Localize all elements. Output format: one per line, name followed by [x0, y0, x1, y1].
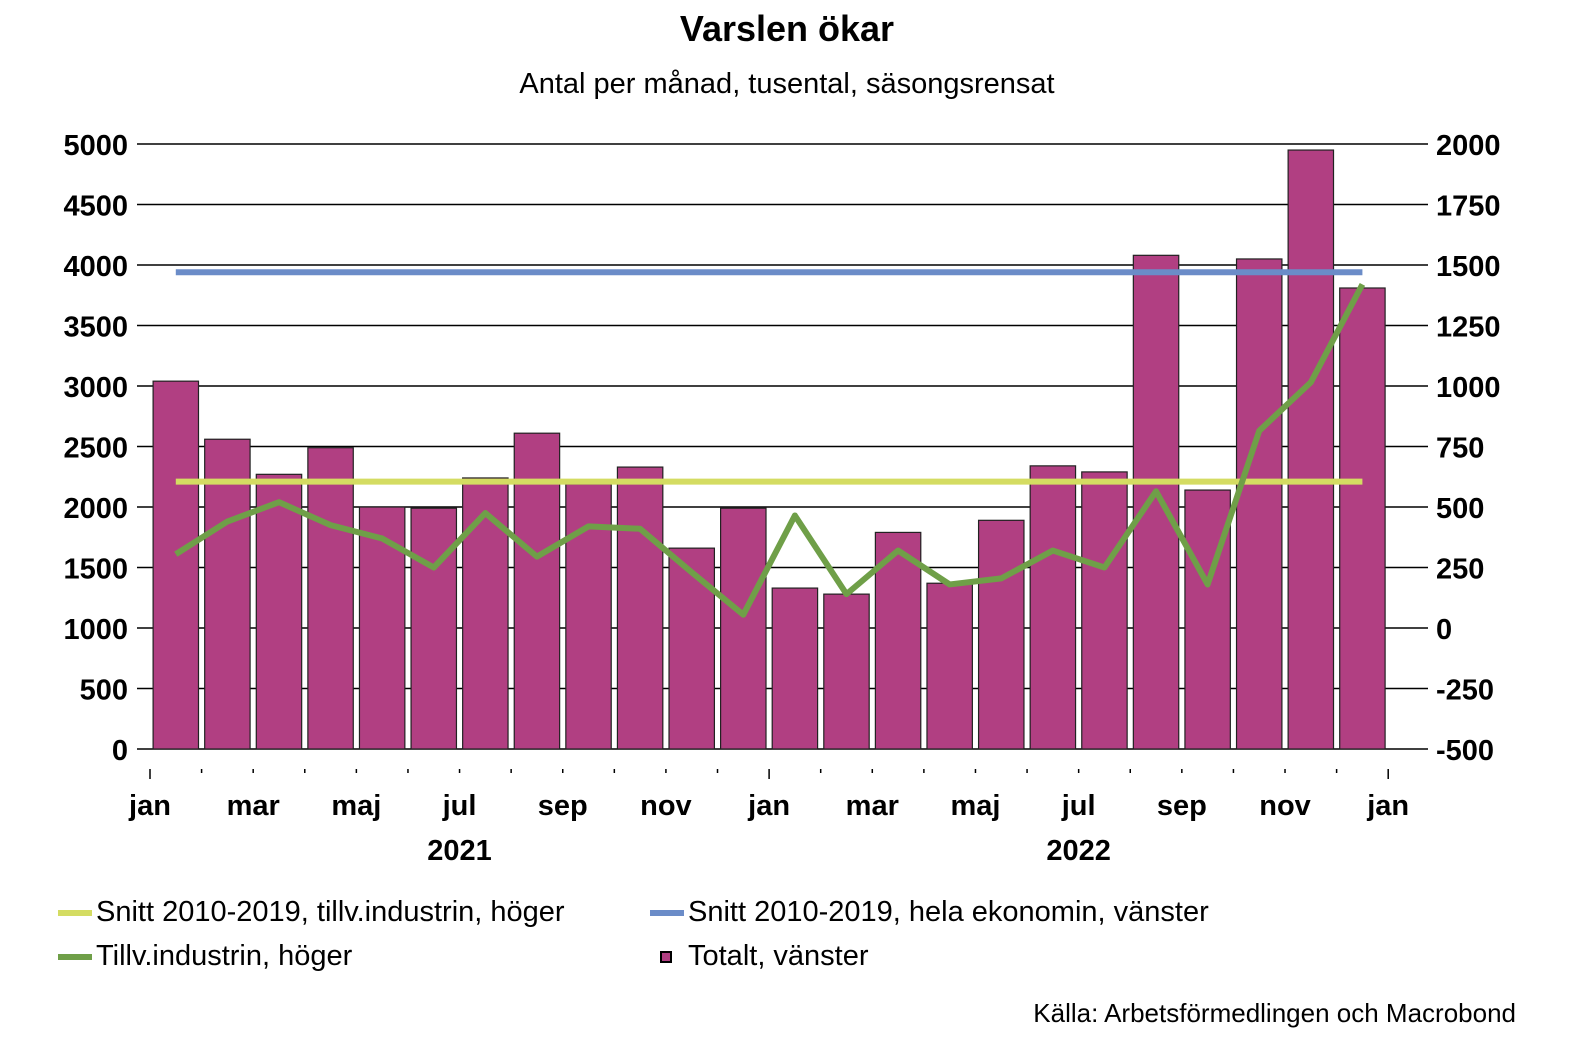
left-tick-label: 4500: [63, 191, 128, 223]
bar: [152, 380, 200, 750]
bar: [307, 447, 354, 750]
x-tick-label: maj: [331, 790, 381, 822]
legend-swatch-yellow: [58, 909, 92, 916]
right-tick-label: 1750: [1436, 191, 1501, 223]
legend-swatch-blue: [650, 909, 684, 916]
right-tick-label: 750: [1436, 433, 1484, 465]
bar: [720, 507, 767, 750]
right-tick-label: 2000: [1436, 130, 1501, 162]
right-tick-label: 250: [1436, 554, 1484, 586]
manufacturing-line: [174, 282, 1366, 618]
bar: [874, 531, 922, 750]
bar: [462, 477, 509, 750]
bar: [358, 506, 406, 750]
bar: [1081, 471, 1128, 750]
x-tick-label: jul: [1061, 790, 1096, 822]
bar: [926, 582, 973, 750]
bar: [668, 547, 716, 750]
bar: [513, 432, 561, 750]
legend-label-blue: Snitt 2010-2019, hela ekonomin, vänster: [688, 896, 1209, 928]
x-tick-label: jul: [442, 790, 477, 822]
right-tick-label: -250: [1436, 675, 1494, 707]
x-tick-label: maj: [950, 790, 1000, 822]
right-tick-label: -500: [1436, 735, 1494, 767]
bar: [1235, 258, 1283, 750]
left-tick-label: 4000: [63, 251, 128, 283]
x-tick-label: jan: [1366, 790, 1409, 822]
x-tick-label: mar: [846, 790, 899, 822]
chart-subtitle: Antal per månad, tusental, säsongsrensat: [519, 68, 1055, 100]
axes: [149, 769, 1389, 779]
left-tick-label: 0: [112, 735, 128, 767]
bar: [204, 438, 251, 750]
x-tick-label: jan: [747, 790, 790, 822]
bar-series: [152, 149, 1386, 750]
x-tick-label: jan: [128, 790, 171, 822]
bar: [1339, 287, 1386, 750]
legend-item-blue: Snitt 2010-2019, hela ekonomin, vänster: [650, 896, 1209, 929]
legend-label-bars: Totalt, vänster: [688, 940, 869, 972]
left-tick-label: 1000: [63, 614, 128, 646]
left-tick-label: 3500: [63, 312, 128, 344]
left-tick-label: 1500: [63, 554, 128, 586]
right-tick-label: 0: [1436, 614, 1452, 646]
bar: [1132, 254, 1180, 750]
legend-swatch-bars: [660, 950, 672, 963]
bar: [823, 593, 870, 750]
legend-swatch-green: [58, 953, 92, 960]
bar: [1287, 149, 1335, 750]
legend-item-yellow: Snitt 2010-2019, tillv.industrin, höger: [58, 896, 565, 929]
right-tick-label: 1250: [1436, 312, 1501, 344]
bar: [616, 466, 664, 750]
legend-label-green: Tillv.industrin, höger: [96, 940, 353, 972]
legend-item-bars: Totalt, vänster: [650, 940, 869, 973]
left-tick-label: 3000: [63, 372, 128, 404]
left-tick-label: 2000: [63, 493, 128, 525]
left-tick-label: 2500: [63, 433, 128, 465]
bar: [977, 519, 1025, 750]
year-label: 2021: [427, 835, 492, 867]
x-tick-label: nov: [640, 790, 692, 822]
source-note: Källa: Arbetsförmedlingen och Macrobond: [1033, 998, 1516, 1028]
line-series: [174, 282, 1366, 618]
bar: [410, 507, 458, 750]
year-label: 2022: [1046, 835, 1111, 867]
legend-item-green: Tillv.industrin, höger: [58, 940, 352, 973]
x-tick-label: mar: [227, 790, 280, 822]
left-tick-label: 5000: [63, 130, 128, 162]
average-lines: [175, 269, 1363, 485]
right-tick-label: 1000: [1436, 372, 1501, 404]
left-tick-label: 500: [80, 675, 128, 707]
x-tick-label: nov: [1259, 790, 1311, 822]
legend-label-yellow: Snitt 2010-2019, tillv.industrin, höger: [96, 896, 565, 928]
bar: [1029, 465, 1077, 750]
bar: [771, 587, 819, 750]
x-tick-label: sep: [538, 790, 588, 822]
bar: [255, 473, 303, 750]
right-tick-label: 500: [1436, 493, 1484, 525]
chart-title: Varslen ökar: [679, 8, 895, 49]
right-tick-label: 1500: [1436, 251, 1501, 283]
x-tick-label: sep: [1157, 790, 1207, 822]
